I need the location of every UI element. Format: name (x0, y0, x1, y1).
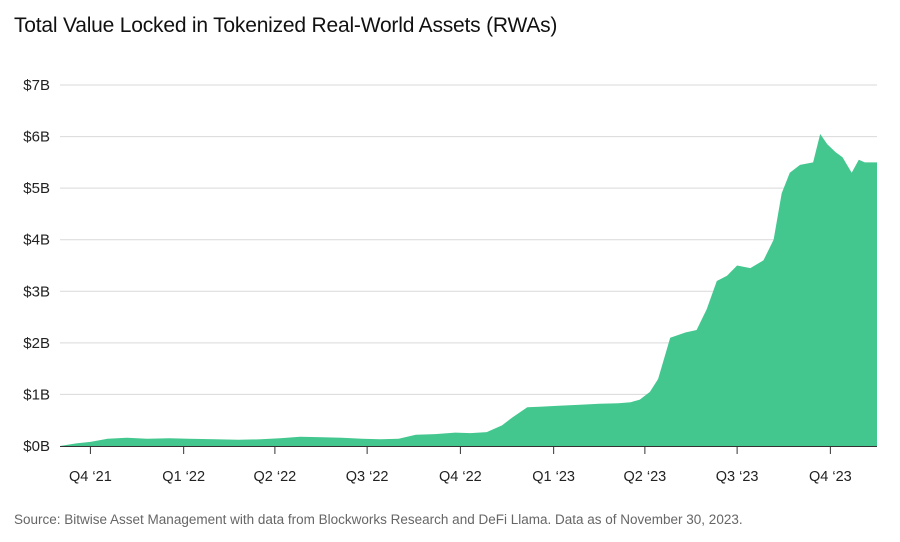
x-tick-label: Q4 ‘22 (439, 469, 482, 485)
area-series (60, 134, 877, 446)
x-axis-labels: Q4 ‘21 Q1 ‘22 Q2 ‘22 Q3 ‘22 Q4 ‘22 Q1 ‘23 Q2 ‘… (69, 469, 852, 485)
y-tick-label: $0B (23, 438, 50, 455)
x-tick-label: Q3 ‘22 (346, 469, 389, 485)
x-tick-label: Q2 ‘23 (624, 469, 667, 485)
x-tick-label: Q3 ‘23 (716, 469, 759, 485)
y-tick-label: $4B (23, 232, 50, 249)
y-tick-label: $6B (23, 129, 50, 146)
chart-svg: $0B $1B $2B $3B $4B $5B $6B $7B Q4 ‘21 Q1 ‘22 Q2 … (23, 77, 877, 485)
x-axis (60, 446, 877, 454)
y-tick-label: $2B (23, 335, 50, 352)
y-tick-label: $5B (23, 180, 50, 197)
y-axis-labels: $0B $1B $2B $3B $4B $5B $6B $7B (23, 77, 50, 455)
x-tick-label: Q1 ‘22 (162, 469, 205, 485)
x-tick-label: Q2 ‘22 (254, 469, 297, 485)
y-tick-label: $3B (23, 283, 50, 300)
x-tick-label: Q4 ‘23 (809, 469, 852, 485)
x-tick-label: Q4 ‘21 (69, 469, 112, 485)
y-tick-label: $1B (23, 386, 50, 403)
x-tick-label: Q1 ‘23 (532, 469, 575, 485)
tvl-area (60, 134, 877, 446)
y-tick-label: $7B (23, 77, 50, 94)
source-note: Source: Bitwise Asset Management with da… (14, 512, 743, 527)
chart-title: Total Value Locked in Tokenized Real-Wor… (14, 14, 558, 37)
